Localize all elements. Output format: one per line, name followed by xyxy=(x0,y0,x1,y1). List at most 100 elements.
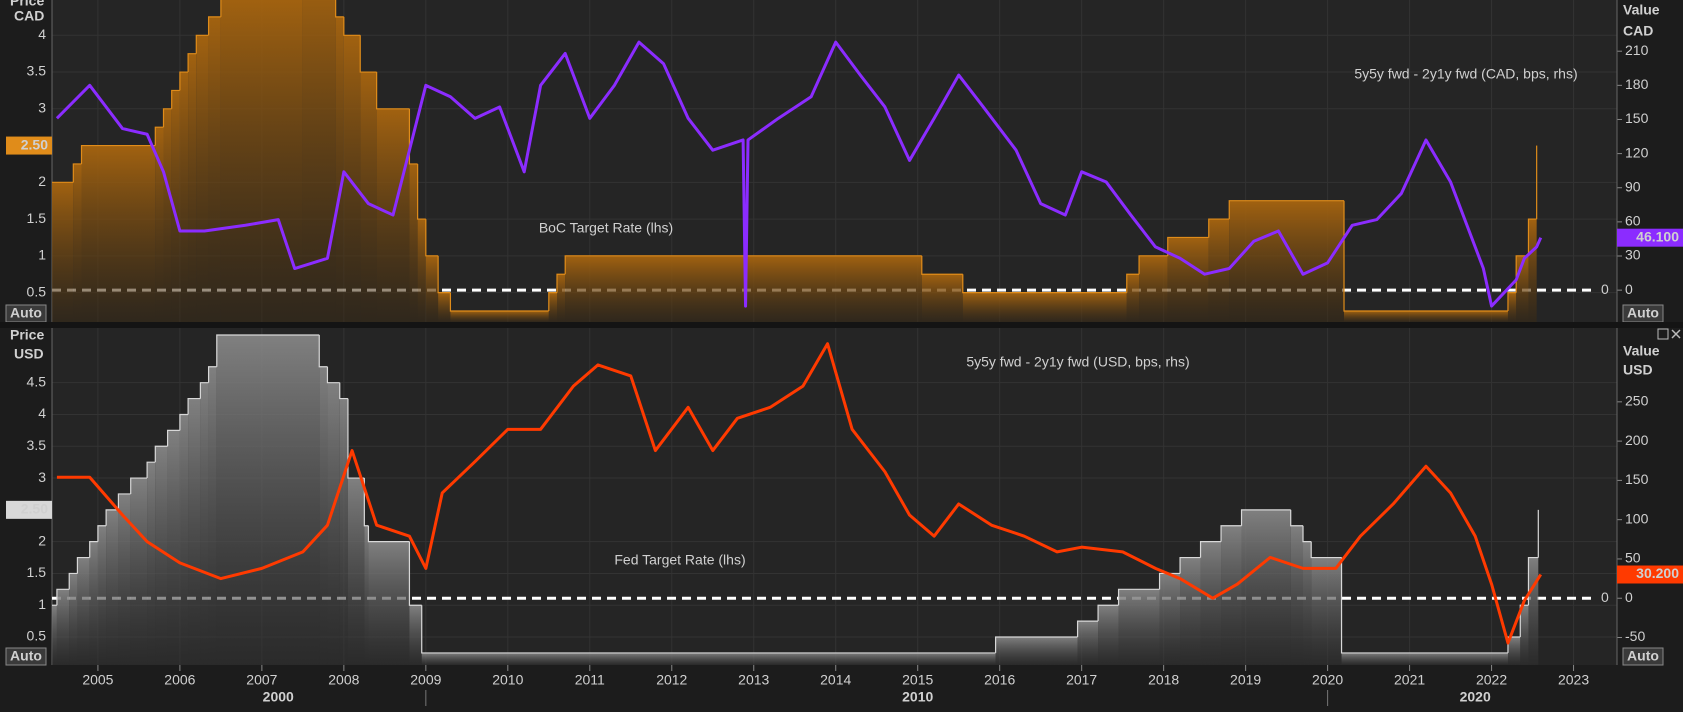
x-tick-label: 2015 xyxy=(902,672,933,688)
step-line xyxy=(72,163,82,183)
step-area xyxy=(97,525,107,665)
step-area xyxy=(200,382,209,665)
step-line xyxy=(117,493,131,510)
step-area xyxy=(1159,573,1181,665)
last-value-label: 46.100 xyxy=(1636,228,1679,244)
y2-axis-label: Value xyxy=(1623,2,1660,18)
step-line xyxy=(1199,541,1222,558)
step-area xyxy=(1290,525,1304,665)
step-area xyxy=(1311,557,1342,665)
step-area xyxy=(155,446,168,665)
step-area xyxy=(1520,605,1529,665)
step-area xyxy=(220,0,303,322)
x-tick-label: 2006 xyxy=(164,672,195,688)
x-tick-label: 2010 xyxy=(492,672,523,688)
step-area xyxy=(163,108,172,322)
y-tick-label: 1.5 xyxy=(27,564,47,580)
step-line xyxy=(179,71,189,91)
step-line xyxy=(179,413,189,431)
step-area xyxy=(1528,557,1539,665)
step-area xyxy=(216,334,320,665)
step-line xyxy=(548,291,557,311)
y2-tick-label: 50 xyxy=(1625,550,1641,566)
y2-tick-label: -50 xyxy=(1625,628,1645,644)
step-line xyxy=(449,292,549,312)
step-area xyxy=(1344,310,1508,322)
step-area xyxy=(921,274,963,322)
step-area xyxy=(106,509,119,665)
auto-button[interactable]: Auto xyxy=(1622,647,1664,666)
step-line xyxy=(187,397,201,415)
y2-tick-label: 0 xyxy=(1625,281,1633,297)
last-value-box xyxy=(6,136,52,155)
button-label[interactable]: Auto xyxy=(10,305,42,321)
step-area xyxy=(556,274,566,322)
step-line xyxy=(1208,218,1230,238)
step-area xyxy=(1528,219,1537,322)
step-line xyxy=(1158,572,1181,590)
step-area xyxy=(962,292,1127,322)
step-line xyxy=(335,0,344,18)
y2-tick-label: 150 xyxy=(1625,110,1649,126)
step-line xyxy=(1310,541,1342,559)
x-tick-label: 2009 xyxy=(410,672,441,688)
step-line xyxy=(1138,255,1168,275)
auto-button[interactable]: Auto xyxy=(1622,304,1664,323)
y-tick-label: 3.5 xyxy=(27,63,47,79)
step-line xyxy=(326,366,340,384)
close-icon[interactable] xyxy=(1671,329,1681,339)
y2-tick-label: 120 xyxy=(1625,144,1649,160)
step-line xyxy=(1126,273,1140,293)
panel-divider xyxy=(0,322,1683,328)
step-line xyxy=(339,382,348,400)
step-line xyxy=(363,478,369,527)
step-line xyxy=(564,255,922,275)
step-area xyxy=(1241,509,1291,665)
last-value-label: 30.200 xyxy=(1636,565,1679,581)
step-line xyxy=(80,144,156,164)
series-line xyxy=(55,40,1543,308)
step-area xyxy=(179,72,189,322)
step-area xyxy=(409,605,422,665)
y-tick-label: 1.5 xyxy=(27,210,47,226)
series xyxy=(56,342,1543,645)
step-area xyxy=(196,35,209,322)
step-area xyxy=(438,292,451,322)
step-line xyxy=(89,541,98,558)
button-box[interactable] xyxy=(1622,647,1664,666)
series xyxy=(55,40,1543,308)
button-box[interactable] xyxy=(5,647,47,666)
series-label: Fed Target Rate (lhs) xyxy=(614,552,745,568)
step-area xyxy=(327,382,340,665)
step-area xyxy=(343,35,361,322)
step-line xyxy=(199,382,209,399)
x-tick-label: 2012 xyxy=(656,672,687,688)
step-line xyxy=(556,273,566,293)
decade-label: 2010 xyxy=(902,689,933,705)
step-area xyxy=(421,652,996,665)
step-area xyxy=(364,525,369,665)
step-line xyxy=(97,525,107,542)
button-label[interactable]: Auto xyxy=(10,648,42,664)
step-line xyxy=(1076,620,1099,638)
auto-button[interactable]: Auto xyxy=(5,304,47,323)
y-tick-label: 4 xyxy=(38,26,46,42)
step-line xyxy=(1507,291,1517,311)
last-value-label: 2.50 xyxy=(21,136,48,152)
step-area xyxy=(130,478,148,665)
panel-icon[interactable] xyxy=(1657,328,1669,340)
last-value-box xyxy=(1617,565,1683,584)
step-line xyxy=(421,605,996,654)
button-label[interactable]: Auto xyxy=(1627,648,1659,664)
step-line xyxy=(1507,636,1521,653)
series-line xyxy=(56,342,1543,645)
step-line xyxy=(1220,525,1242,542)
step-area xyxy=(208,16,221,322)
auto-button[interactable]: Auto xyxy=(5,647,47,666)
step-line xyxy=(216,334,320,367)
step-line xyxy=(1228,200,1345,220)
button-label[interactable]: Auto xyxy=(1627,305,1659,321)
step-area xyxy=(450,310,549,322)
x-tick-label: 2014 xyxy=(820,672,851,688)
